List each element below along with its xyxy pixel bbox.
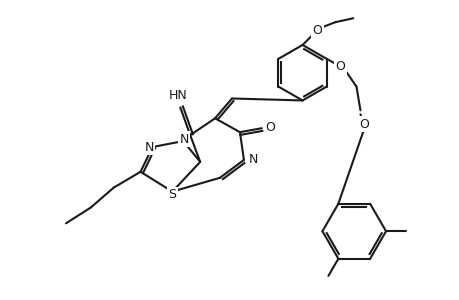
Text: N: N <box>179 133 189 146</box>
Text: O: O <box>335 60 345 73</box>
Text: O: O <box>359 118 369 131</box>
Text: HN: HN <box>168 89 187 102</box>
Text: N: N <box>145 140 154 154</box>
Text: O: O <box>312 24 322 37</box>
Text: N: N <box>248 153 257 167</box>
Text: O: O <box>264 121 274 134</box>
Text: S: S <box>168 188 176 201</box>
